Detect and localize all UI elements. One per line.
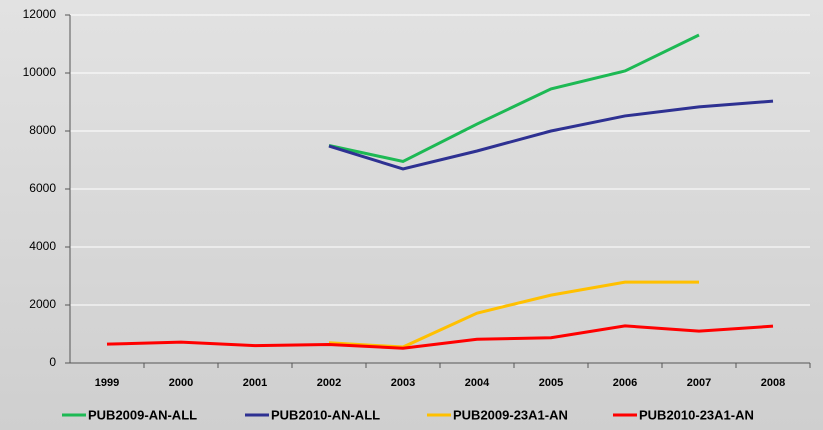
y-tick-label: 2000	[29, 297, 56, 311]
x-tick-label: 2004	[465, 377, 490, 389]
y-tick-label: 6000	[29, 181, 56, 195]
x-tick-label: 2008	[761, 377, 785, 389]
x-tick-label: 2000	[169, 377, 193, 389]
y-tick-label: 10000	[23, 65, 57, 79]
series-line	[328, 99, 774, 171]
legend-label: PUB2010-23A1-AN	[639, 407, 754, 422]
x-tick-label: 2006	[613, 377, 637, 389]
y-tick-label: 4000	[29, 239, 56, 253]
y-tick-label: 12000	[23, 7, 57, 21]
x-tick-label: 2007	[687, 377, 711, 389]
x-tick-label: 2002	[317, 377, 341, 389]
x-tick-label: 1999	[95, 377, 119, 389]
x-tick-label: 2005	[539, 377, 563, 389]
series-line	[328, 33, 700, 164]
y-tick-label: 0	[49, 355, 56, 369]
legend-label: PUB2009-AN-ALL	[88, 407, 197, 422]
legend-label: PUB2009-23A1-AN	[453, 407, 568, 422]
y-tick-label: 8000	[29, 123, 56, 137]
x-tick-label: 2001	[243, 377, 267, 389]
x-tick-label: 2003	[391, 377, 415, 389]
legend-label: PUB2010-AN-ALL	[271, 407, 380, 422]
series-line	[106, 324, 774, 350]
